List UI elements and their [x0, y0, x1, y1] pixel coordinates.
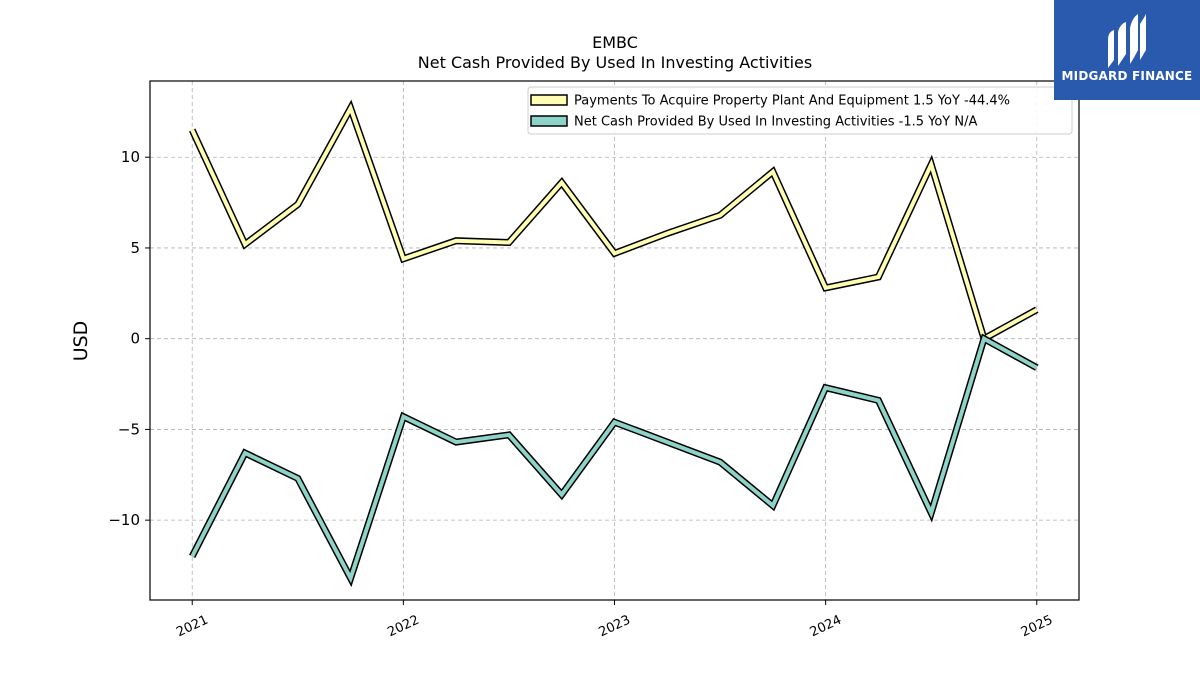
x-tick-label: 2025: [1019, 613, 1055, 641]
legend-swatch-payments: [530, 94, 568, 106]
y-tick-label: 0: [130, 330, 140, 348]
series-layer: [189, 99, 1039, 588]
grid: [150, 81, 1079, 600]
x-tick-label: 2023: [597, 613, 633, 641]
legend-label-net-cash: Net Cash Provided By Used In Investing A…: [574, 115, 977, 130]
x-tick-label: 2022: [385, 613, 421, 641]
logo-text: MIDGARD FINANCE: [1061, 69, 1193, 83]
y-tick-label: 5: [130, 239, 140, 257]
x-tick-label: 2024: [808, 613, 844, 641]
legend-frame: [527, 86, 1073, 135]
legend-label-payments: Payments To Acquire Property Plant And E…: [574, 94, 1010, 109]
chart-title: EMBC: [592, 33, 638, 52]
tick-layer: 2021 2022 2023 2024 2025 −10 −5 0 5 10: [108, 148, 1055, 640]
series-1-outline: [189, 333, 1039, 588]
midgard-logo-icon: [1108, 14, 1146, 68]
midgard-logo: MIDGARD FINANCE: [1054, 0, 1200, 100]
y-tick-label: −10: [108, 511, 140, 529]
y-tick-label: −5: [118, 420, 140, 438]
series-1-line: [190, 335, 1038, 584]
chart-subtitle: Net Cash Provided By Used In Investing A…: [418, 53, 812, 72]
legend-swatch-net-cash: [530, 115, 568, 127]
legend: Payments To Acquire Property Plant And E…: [527, 86, 1073, 135]
y-axis-label: USD: [70, 321, 92, 362]
series-0-line: [190, 103, 1038, 342]
x-tick-label: 2021: [174, 613, 210, 641]
y-tick-label: 10: [121, 148, 140, 166]
